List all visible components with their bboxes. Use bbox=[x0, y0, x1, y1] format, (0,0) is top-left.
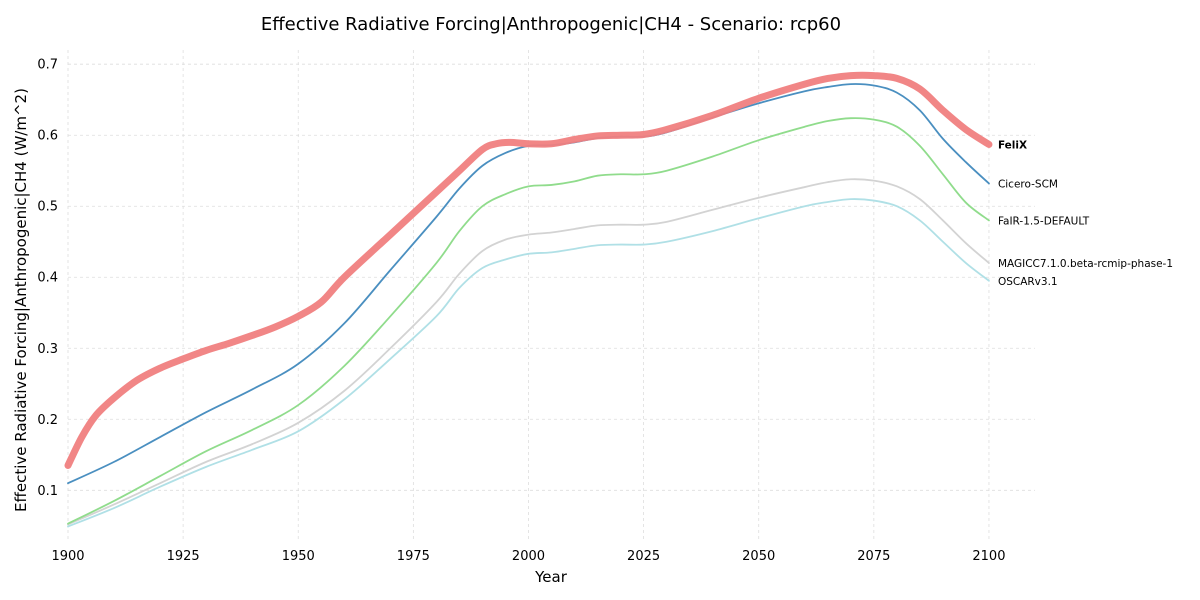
y-axis-label: Effective Radiative Forcing|Anthropogeni… bbox=[12, 88, 30, 512]
y-axis-ticks: 0.1 0.2 0.3 0.4 0.5 0.6 0.7 bbox=[37, 58, 58, 499]
series-label: FaIR-1.5-DEFAULT bbox=[998, 215, 1090, 227]
series-label: MAGICC7.1.0.beta-rcmip-phase-1 bbox=[998, 258, 1173, 270]
series-line-oscarv3-1 bbox=[67, 198, 990, 528]
y-tick-label: 0.7 bbox=[37, 58, 58, 73]
series-lines bbox=[64, 71, 993, 528]
y-tick-label: 0.6 bbox=[37, 129, 58, 144]
x-tick-label: 1975 bbox=[397, 549, 430, 564]
x-axis-label: Year bbox=[534, 568, 568, 586]
x-tick-label: 1925 bbox=[167, 549, 200, 564]
y-tick-label: 0.4 bbox=[37, 271, 58, 286]
y-tick-label: 0.3 bbox=[37, 342, 58, 357]
x-tick-label: 2100 bbox=[972, 549, 1005, 564]
series-label: OSCARv3.1 bbox=[998, 276, 1058, 288]
y-tick-label: 0.5 bbox=[37, 200, 58, 215]
series-line-felix bbox=[64, 71, 993, 469]
x-tick-label: 2000 bbox=[512, 549, 545, 564]
x-tick-label: 2050 bbox=[742, 549, 775, 564]
series-labels: OSCARv3.1 MAGICC7.1.0.beta-rcmip-phase-1 F… bbox=[998, 139, 1173, 287]
y-tick-label: 0.2 bbox=[37, 413, 58, 428]
x-tick-label: 2025 bbox=[627, 549, 660, 564]
series-label: Cicero-SCM bbox=[998, 179, 1058, 191]
series-line-fair-1-5-default bbox=[67, 117, 990, 525]
x-axis-ticks: 1900 1925 1950 1975 2000 2025 2050 2075 2100 bbox=[51, 549, 1005, 564]
x-tick-label: 2075 bbox=[857, 549, 890, 564]
x-tick-label: 1900 bbox=[51, 549, 84, 564]
series-line-magicc7-1-0-beta-rcmip-phase-1 bbox=[67, 178, 990, 526]
series-label: FeliX bbox=[998, 139, 1027, 151]
y-tick-label: 0.1 bbox=[37, 484, 58, 499]
x-tick-label: 1950 bbox=[282, 549, 315, 564]
grid bbox=[67, 50, 1035, 540]
chart-title: Effective Radiative Forcing|Anthropogeni… bbox=[261, 14, 841, 35]
